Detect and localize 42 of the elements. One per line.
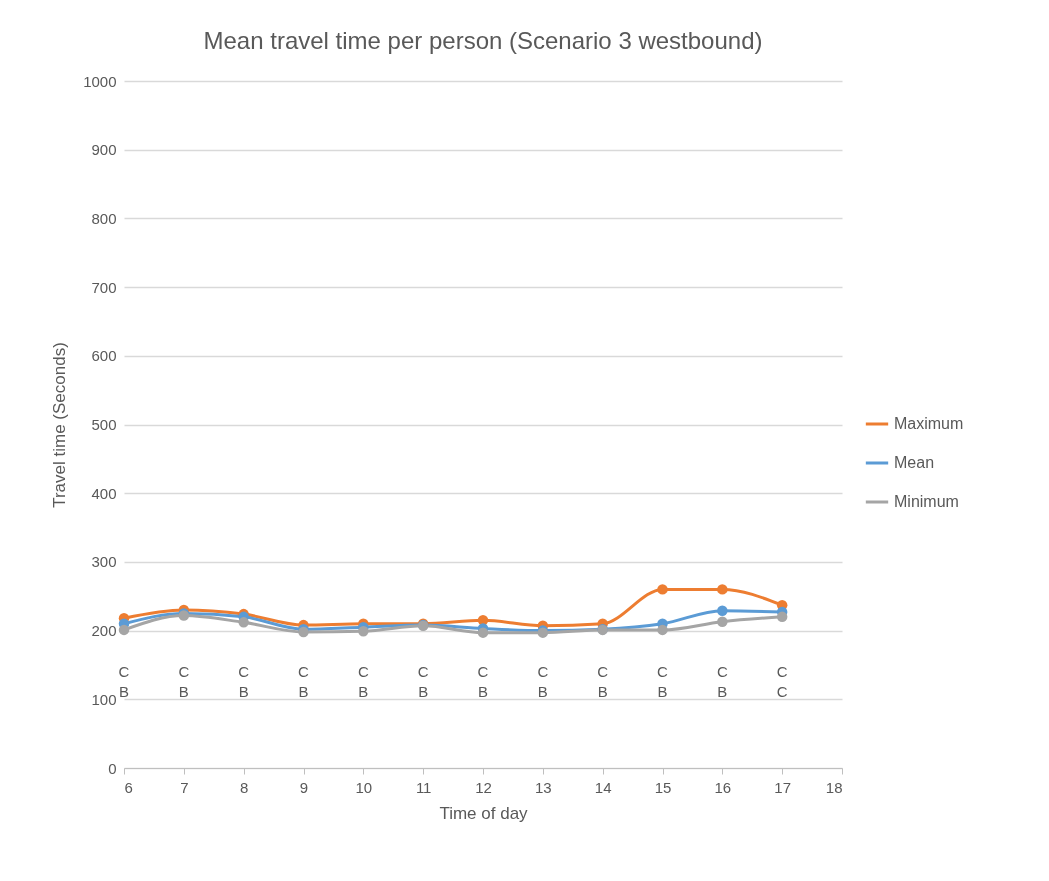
x-tick-label: 18 [825, 778, 843, 796]
x-tick-label: 7 [180, 778, 189, 796]
chart-title: Mean travel time per person (Scenario 3 westbound) [203, 27, 763, 54]
annotation: C B [118, 663, 130, 700]
x-tick-label: 15 [654, 778, 672, 796]
y-tick-label: 600 [91, 347, 117, 365]
y-tick-label: 300 [91, 553, 117, 571]
x-tick-label: 16 [714, 778, 732, 796]
annotation: C B [298, 663, 310, 700]
y-tick-label: 700 [91, 278, 117, 296]
annotation: C B [238, 663, 250, 700]
x-tick-label: 14 [594, 778, 612, 796]
x-tick-label: 12 [475, 778, 492, 796]
y-tick-label: 800 [91, 209, 117, 227]
annotation: C B [716, 663, 728, 700]
annotation: C C [776, 663, 788, 700]
x-axis-title: Time of day [439, 803, 529, 823]
y-tick-label: 500 [91, 416, 117, 433]
annotation: C B [537, 663, 549, 700]
y-tick-label: 400 [91, 484, 117, 502]
x-tick-label: 6 [124, 778, 133, 796]
x-tick-label: 8 [239, 778, 249, 796]
y-tick-label: 200 [91, 622, 117, 640]
annotation: C B [178, 663, 190, 700]
x-tick-label: 17 [774, 778, 792, 796]
y-tick-label: 100 [91, 690, 117, 708]
legend-label: Mean [894, 454, 935, 471]
annotation: C B [657, 663, 669, 700]
annotation: C B [357, 663, 369, 700]
x-tick-label: 10 [355, 778, 373, 796]
x-tick-label: 11 [415, 778, 432, 796]
y-tick-label: 900 [91, 141, 117, 159]
annotation: C B [477, 663, 489, 700]
y-axis-title: Travel time (Seconds) [50, 342, 70, 508]
x-tick-label: 9 [299, 778, 309, 796]
annotation: C B [417, 663, 429, 700]
y-tick-label: 1000 [83, 72, 117, 90]
legend-label: Minimum [894, 493, 959, 510]
annotation: C B [597, 663, 609, 700]
x-tick-label: 13 [534, 778, 552, 796]
y-tick-label: 0 [108, 759, 117, 777]
legend-label: Maximum [894, 415, 964, 432]
